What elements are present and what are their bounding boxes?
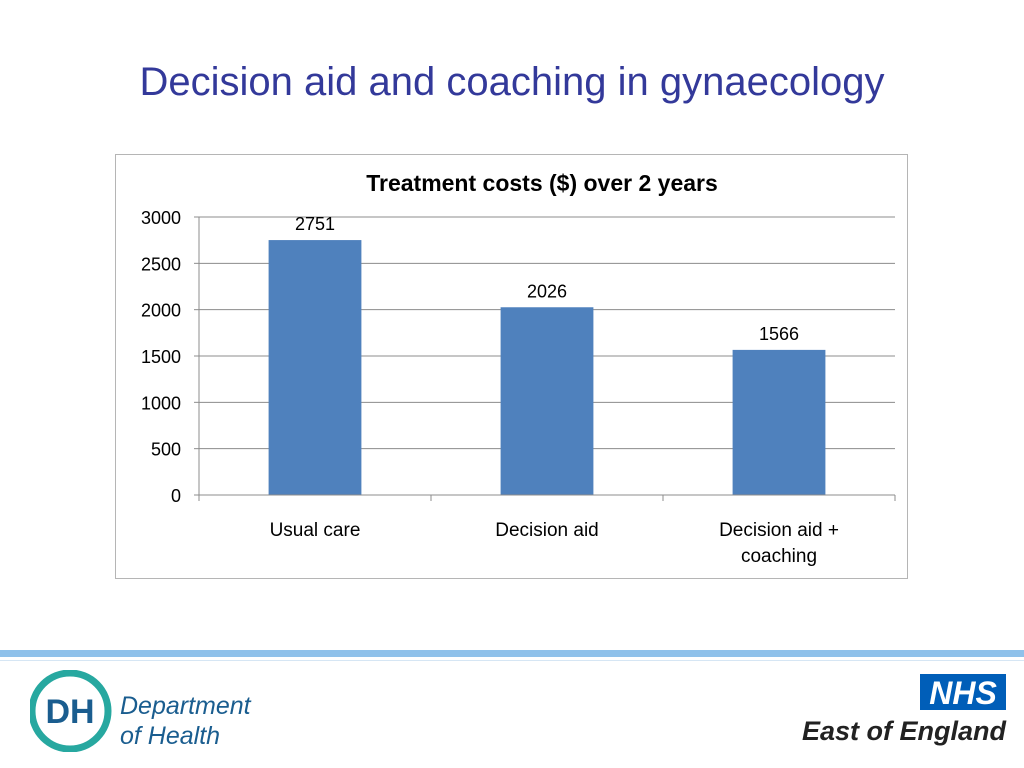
dh-line2: of Health: [120, 722, 220, 750]
slide-title: Decision aid and coaching in gynaecology: [139, 60, 885, 104]
y-tick-label-0: 0: [171, 486, 181, 506]
y-tick-label-4: 2000: [141, 301, 181, 321]
y-tick-label-1: 500: [151, 440, 181, 460]
y-axis-ticks: 0 500 1000 1500 2000 2500 3000: [141, 208, 200, 506]
data-label-2: 1566: [759, 324, 799, 344]
y-tick-label-6: 3000: [141, 208, 181, 228]
x-tick-label-2-1: coaching: [741, 546, 817, 567]
nhs-region: East of England: [802, 716, 1007, 746]
data-label-1: 2026: [527, 281, 567, 301]
bar-2: [732, 349, 826, 495]
bar-chart: Treatment costs ($) over 2 years 0 500 100…: [141, 170, 896, 567]
x-tick-label-2-0: Decision aid +: [719, 520, 839, 541]
dh-mark: DH: [45, 693, 94, 731]
x-tick-label-1-0: Decision aid: [495, 520, 599, 541]
dh-ring-icon: [30, 670, 112, 752]
chart-frame: Treatment costs ($) over 2 years 0 500 100…: [115, 154, 908, 579]
data-labels: 2751 2026 1566: [295, 214, 799, 344]
y-tick-label-3: 1500: [141, 347, 181, 367]
bar-0: [268, 240, 362, 495]
chart-bars: [268, 240, 826, 495]
dh-line1: Department: [120, 692, 252, 720]
y-tick-label-2: 1000: [141, 393, 181, 413]
x-axis: Usual care Decision aid Decision aid + coac…: [198, 494, 896, 567]
footer-band: [0, 650, 1024, 657]
chart-title: Treatment costs ($) over 2 years: [366, 170, 718, 196]
footer-divider: [0, 660, 1024, 661]
data-label-0: 2751: [295, 214, 335, 234]
department-of-health-logo: DH Department of Health: [30, 670, 252, 752]
nhs-east-of-england-logo: NHS East of England: [802, 674, 1007, 746]
nhs-mark: NHS: [929, 675, 997, 711]
bar-1: [500, 307, 594, 495]
x-tick-label-0-0: Usual care: [270, 520, 361, 541]
nhs-box-icon: [920, 674, 1006, 710]
y-tick-label-5: 2500: [141, 254, 181, 274]
